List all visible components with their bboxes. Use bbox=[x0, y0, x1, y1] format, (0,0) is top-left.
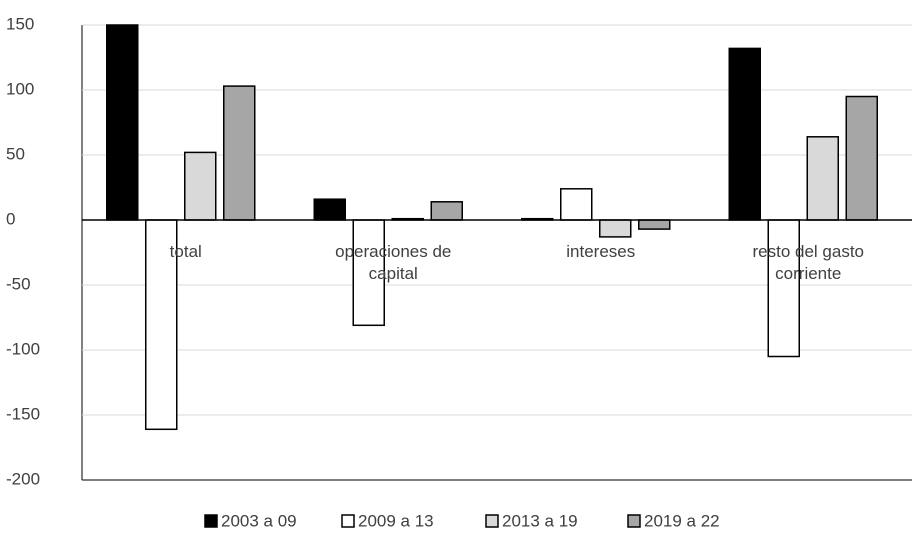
y-tick-label: 100 bbox=[6, 79, 34, 98]
y-tick-label: -50 bbox=[6, 274, 31, 293]
bar bbox=[184, 151, 217, 221]
bar bbox=[560, 188, 593, 221]
legend-swatch bbox=[204, 514, 218, 528]
y-tick-label: -150 bbox=[6, 404, 40, 423]
x-tick-label: resto del gasto corriente bbox=[752, 242, 864, 283]
legend-label: 2003 a 09 bbox=[221, 511, 297, 530]
bar bbox=[313, 198, 346, 221]
bar bbox=[223, 85, 256, 221]
x-tick-container: intereses bbox=[566, 242, 636, 261]
y-tick-label: -100 bbox=[6, 339, 40, 358]
legend-label: 2019 a 22 bbox=[644, 511, 720, 530]
bar bbox=[728, 47, 761, 221]
x-tick-container: resto del gasto corriente bbox=[752, 242, 864, 283]
x-tick-container: operaciones de capital bbox=[335, 242, 452, 283]
bar bbox=[106, 24, 139, 221]
bar bbox=[845, 95, 878, 221]
x-tick-label: total bbox=[169, 242, 202, 261]
legend-swatch bbox=[341, 514, 355, 528]
legend-swatch bbox=[485, 514, 499, 528]
x-tick-label: intereses bbox=[566, 242, 636, 261]
x-tick-label: operaciones de capital bbox=[335, 242, 452, 283]
x-tick-container: total bbox=[169, 242, 202, 261]
bar bbox=[806, 136, 839, 221]
y-tick-label: 0 bbox=[6, 209, 15, 228]
bar bbox=[638, 219, 671, 230]
bar bbox=[430, 201, 463, 221]
bar bbox=[767, 219, 800, 358]
y-tick-label: 50 bbox=[6, 144, 25, 163]
legend-swatch bbox=[627, 514, 641, 528]
legend-label: 2009 a 13 bbox=[358, 511, 434, 530]
bar bbox=[599, 219, 632, 238]
y-tick-label: -200 bbox=[6, 469, 40, 488]
legend-label: 2013 a 19 bbox=[502, 511, 578, 530]
y-tick-label: 150 bbox=[6, 14, 34, 33]
